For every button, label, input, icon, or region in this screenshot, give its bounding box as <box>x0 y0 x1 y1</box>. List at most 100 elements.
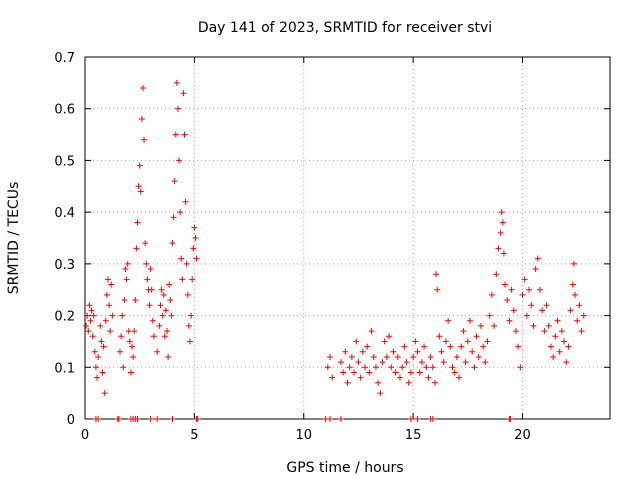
data-point <box>355 359 362 366</box>
data-point <box>547 343 554 350</box>
data-point <box>168 312 175 319</box>
data-point <box>174 105 181 112</box>
zero-level-point <box>154 416 161 422</box>
data-point <box>364 343 371 350</box>
data-point <box>344 379 351 386</box>
data-point <box>158 286 165 293</box>
data-point <box>165 353 172 360</box>
y-tick-label: 0.4 <box>54 206 75 221</box>
data-point <box>471 364 478 371</box>
data-point <box>191 224 198 231</box>
data-point <box>126 338 133 345</box>
y-tick-label: 0 <box>67 413 75 428</box>
data-point <box>124 260 131 267</box>
data-point <box>131 328 138 335</box>
x-tick-label: 15 <box>405 428 422 443</box>
data-point <box>434 286 441 293</box>
data-point <box>412 338 419 345</box>
data-point <box>399 364 406 371</box>
data-point <box>442 338 449 345</box>
data-point <box>493 271 500 278</box>
data-point <box>397 374 403 381</box>
data-point <box>432 379 438 386</box>
data-point <box>193 255 200 262</box>
data-point <box>425 374 432 381</box>
plot-frame <box>84 56 611 420</box>
data-point <box>526 286 533 293</box>
data-point <box>91 348 98 355</box>
data-point <box>109 312 116 319</box>
data-points <box>83 79 587 422</box>
data-point <box>534 255 541 262</box>
data-point <box>482 359 489 366</box>
data-point <box>161 333 168 340</box>
data-point <box>497 229 504 236</box>
data-point <box>94 374 101 381</box>
data-point <box>530 322 537 329</box>
data-point <box>192 235 199 241</box>
zero-level-point <box>407 416 414 422</box>
data-point <box>100 343 107 350</box>
data-point <box>578 328 585 335</box>
data-point <box>181 131 188 138</box>
data-point <box>120 364 127 371</box>
data-point <box>506 317 513 324</box>
data-point <box>477 322 484 329</box>
data-point <box>370 353 377 360</box>
data-point <box>139 85 146 92</box>
data-point <box>436 333 443 340</box>
data-point <box>150 333 157 340</box>
y-tick-label: 0.6 <box>54 103 75 118</box>
data-point <box>368 328 375 335</box>
zero-level-point <box>429 416 436 422</box>
data-point <box>423 364 430 371</box>
data-point <box>107 328 114 335</box>
data-point <box>154 348 161 355</box>
data-point <box>169 240 176 247</box>
data-point <box>118 333 125 340</box>
data-point <box>464 338 471 345</box>
data-point <box>498 209 505 216</box>
data-point <box>515 343 522 350</box>
data-point <box>486 312 493 319</box>
data-point <box>372 364 379 371</box>
data-point <box>119 312 126 319</box>
data-point <box>97 322 104 329</box>
data-point <box>122 266 129 273</box>
data-point <box>386 333 393 340</box>
x-tick-label: 5 <box>190 428 198 443</box>
y-tick-label: 0.2 <box>54 310 75 325</box>
data-point <box>521 276 528 283</box>
x-tick-label: 20 <box>514 428 531 443</box>
data-point <box>545 322 552 329</box>
data-point <box>510 307 517 314</box>
data-point <box>456 374 463 381</box>
data-point <box>88 307 95 314</box>
data-point <box>348 353 355 360</box>
data-point <box>167 297 174 304</box>
data-point <box>95 353 102 360</box>
zero-level-point <box>169 416 176 422</box>
data-point <box>125 328 132 335</box>
data-point <box>381 338 388 345</box>
data-point <box>133 245 140 252</box>
data-point <box>102 317 109 324</box>
data-point <box>375 379 382 386</box>
data-point <box>554 317 561 324</box>
data-point <box>357 374 364 381</box>
data-point <box>187 338 193 345</box>
data-point <box>157 302 164 309</box>
data-point <box>504 297 511 304</box>
data-point <box>85 328 92 335</box>
data-point <box>440 359 447 366</box>
data-point <box>188 312 195 319</box>
data-point <box>90 312 97 319</box>
data-point <box>108 281 115 288</box>
data-point <box>403 359 410 366</box>
data-point <box>121 297 128 304</box>
data-point <box>147 266 154 273</box>
data-point <box>407 369 414 376</box>
data-point <box>574 317 581 324</box>
zero-level-point <box>194 416 201 422</box>
data-point <box>170 214 177 221</box>
